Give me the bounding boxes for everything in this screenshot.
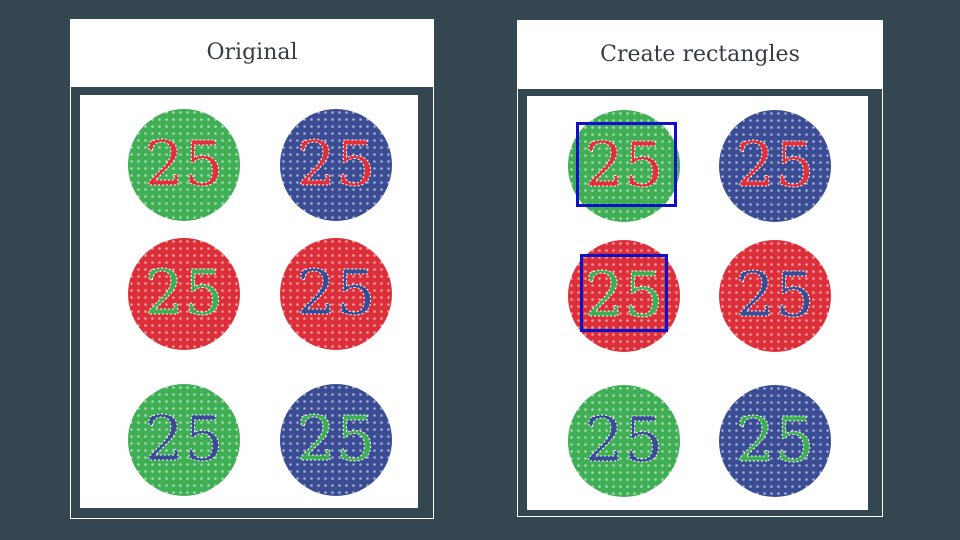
plate-disc xyxy=(568,385,680,497)
color-plate: 25 xyxy=(128,109,240,221)
plate-number: 25 xyxy=(297,127,376,200)
plate-number: 25 xyxy=(585,403,664,476)
plate-number: 25 xyxy=(585,258,664,331)
color-plate: 25 xyxy=(280,238,392,350)
plate-disc xyxy=(128,384,240,496)
plate-disc xyxy=(280,109,392,221)
color-plate: 25 xyxy=(280,384,392,496)
plates-card: 25 25 25 25 25 25 xyxy=(527,96,868,510)
panel-title-text: Original xyxy=(206,40,298,65)
color-plate: 25 xyxy=(719,240,831,352)
panel-title-text: Create rectangles xyxy=(600,41,800,67)
plate-disc xyxy=(280,238,392,350)
plate-disc xyxy=(719,385,831,497)
plates-card: 25 25 25 25 25 25 xyxy=(80,95,418,508)
plate-number: 25 xyxy=(736,403,815,476)
plate-disc xyxy=(128,109,240,221)
color-plate: 25 xyxy=(568,110,680,222)
bounding-rectangle[interactable] xyxy=(580,254,668,332)
panel-title: Create rectangles xyxy=(517,20,883,88)
color-plate: 25 xyxy=(719,110,831,222)
plate-disc xyxy=(719,240,831,352)
color-plate: 25 xyxy=(128,384,240,496)
panel-title: Original xyxy=(70,19,434,86)
color-plate: 25 xyxy=(568,240,680,352)
color-plate: 25 xyxy=(128,238,240,350)
plate-number: 25 xyxy=(297,256,376,329)
plate-number: 25 xyxy=(297,402,376,475)
plate-number: 25 xyxy=(145,127,224,200)
panel-original: Original 25 25 25 25 25 25 xyxy=(70,19,434,519)
plate-number: 25 xyxy=(736,258,815,331)
panel-create-rectangles: Create rectangles 25 25 25 25 25 25 xyxy=(517,20,883,517)
plate-disc xyxy=(568,240,680,352)
color-plate: 25 xyxy=(568,385,680,497)
plate-disc xyxy=(568,110,680,222)
color-plate: 25 xyxy=(719,385,831,497)
plate-disc xyxy=(128,238,240,350)
panel-frame xyxy=(517,88,883,517)
plate-disc xyxy=(719,110,831,222)
plate-number: 25 xyxy=(736,128,815,201)
plate-disc xyxy=(280,384,392,496)
plate-number: 25 xyxy=(145,402,224,475)
bounding-rectangle[interactable] xyxy=(576,122,677,207)
color-plate: 25 xyxy=(280,109,392,221)
plate-number: 25 xyxy=(145,256,224,329)
panel-frame xyxy=(70,86,434,519)
plate-number: 25 xyxy=(585,128,664,201)
